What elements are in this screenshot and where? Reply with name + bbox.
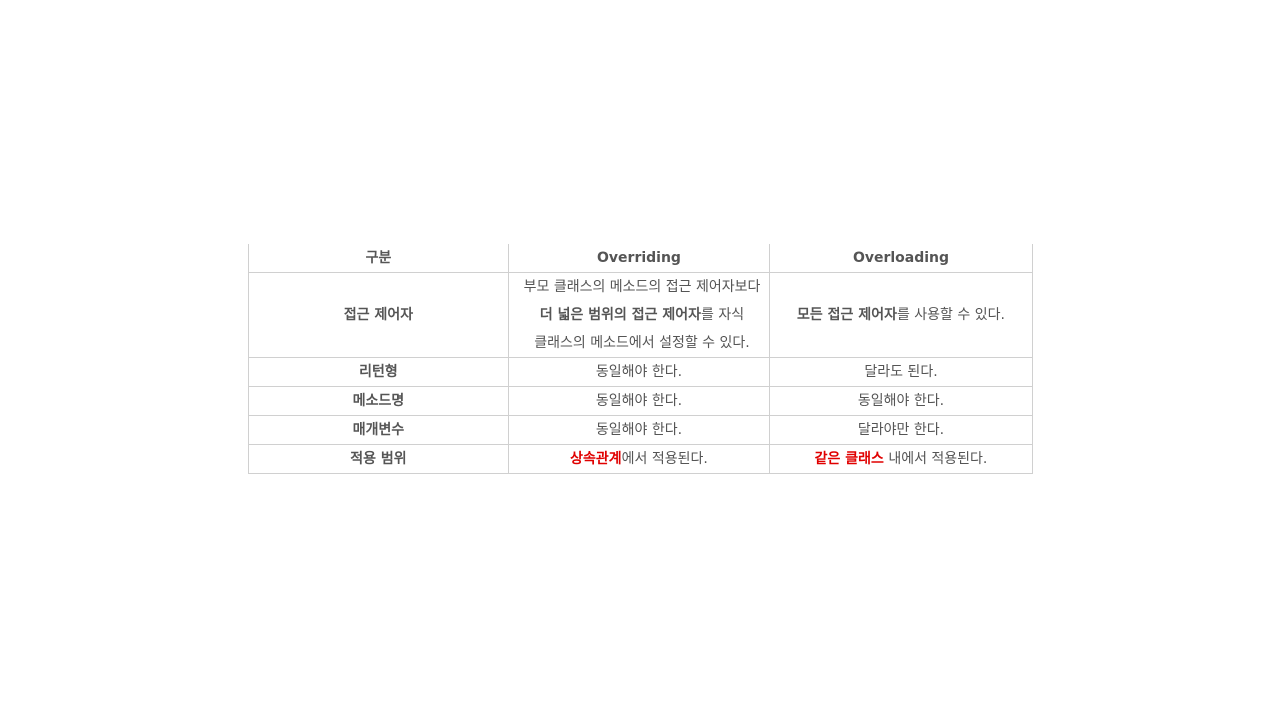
- cell-overriding-scope: 상속관계에서 적용된다.: [508, 444, 770, 474]
- cell-overriding-method-name: 동일해야 한다.: [508, 386, 770, 416]
- row-label-scope: 적용 범위: [248, 444, 509, 474]
- highlight-text: 같은 클래스: [814, 451, 884, 467]
- table-row-scope: 적용 범위 상속관계에서 적용된다. 같은 클래스 내에서 적용된다.: [248, 444, 1033, 474]
- text-bold: 더 넓은 범위의 접근 제어자: [539, 307, 702, 323]
- row-label-return-type: 리턴형: [248, 357, 509, 387]
- text-part: 를 자식 클래스의 메소드에서 설정할 수 있다.: [534, 307, 750, 351]
- table-row-access-modifier: 접근 제어자 부모 클래스의 메소드의 접근 제어자보다 더 넓은 범위의 접근…: [248, 272, 1033, 358]
- text-part: 를 사용할 수 있다.: [896, 307, 1005, 323]
- cell-overloading-method-name: 동일해야 한다.: [769, 386, 1033, 416]
- text-part: 부모 클래스의 메소드의 접근 제어자보다: [523, 279, 761, 295]
- comparison-table-wrapper: 구분 Overriding Overloading 접근 제어자 부모 클래스의…: [248, 244, 1033, 474]
- header-overloading: Overloading: [769, 244, 1033, 273]
- table-row-return-type: 리턴형 동일해야 한다. 달라도 된다.: [248, 357, 1033, 387]
- row-label-method-name: 메소드명: [248, 386, 509, 416]
- cell-overriding-parameters: 동일해야 한다.: [508, 415, 770, 445]
- header-category: 구분: [248, 244, 509, 273]
- table-row-parameters: 매개변수 동일해야 한다. 달라야만 한다.: [248, 415, 1033, 445]
- cell-overriding-return-type: 동일해야 한다.: [508, 357, 770, 387]
- overriding-overloading-table: 구분 Overriding Overloading 접근 제어자 부모 클래스의…: [248, 244, 1033, 474]
- highlight-text: 상속관계: [570, 451, 622, 467]
- cell-overloading-return-type: 달라도 된다.: [769, 357, 1033, 387]
- text-bold: 모든 접근 제어자: [797, 307, 897, 323]
- row-label-access-modifier: 접근 제어자: [248, 272, 509, 358]
- cell-overloading-scope: 같은 클래스 내에서 적용된다.: [769, 444, 1033, 474]
- header-row: 구분 Overriding Overloading: [248, 244, 1033, 273]
- row-label-parameters: 매개변수: [248, 415, 509, 445]
- cell-overloading-parameters: 달라야만 한다.: [769, 415, 1033, 445]
- cell-overloading-access-modifier: 모든 접근 제어자를 사용할 수 있다.: [769, 272, 1033, 358]
- text-part: 에서 적용된다.: [621, 451, 708, 467]
- cell-overriding-access-modifier: 부모 클래스의 메소드의 접근 제어자보다 더 넓은 범위의 접근 제어자를 자…: [508, 272, 770, 358]
- header-overriding: Overriding: [508, 244, 770, 273]
- table-row-method-name: 메소드명 동일해야 한다. 동일해야 한다.: [248, 386, 1033, 416]
- text-part: 내에서 적용된다.: [883, 451, 988, 467]
